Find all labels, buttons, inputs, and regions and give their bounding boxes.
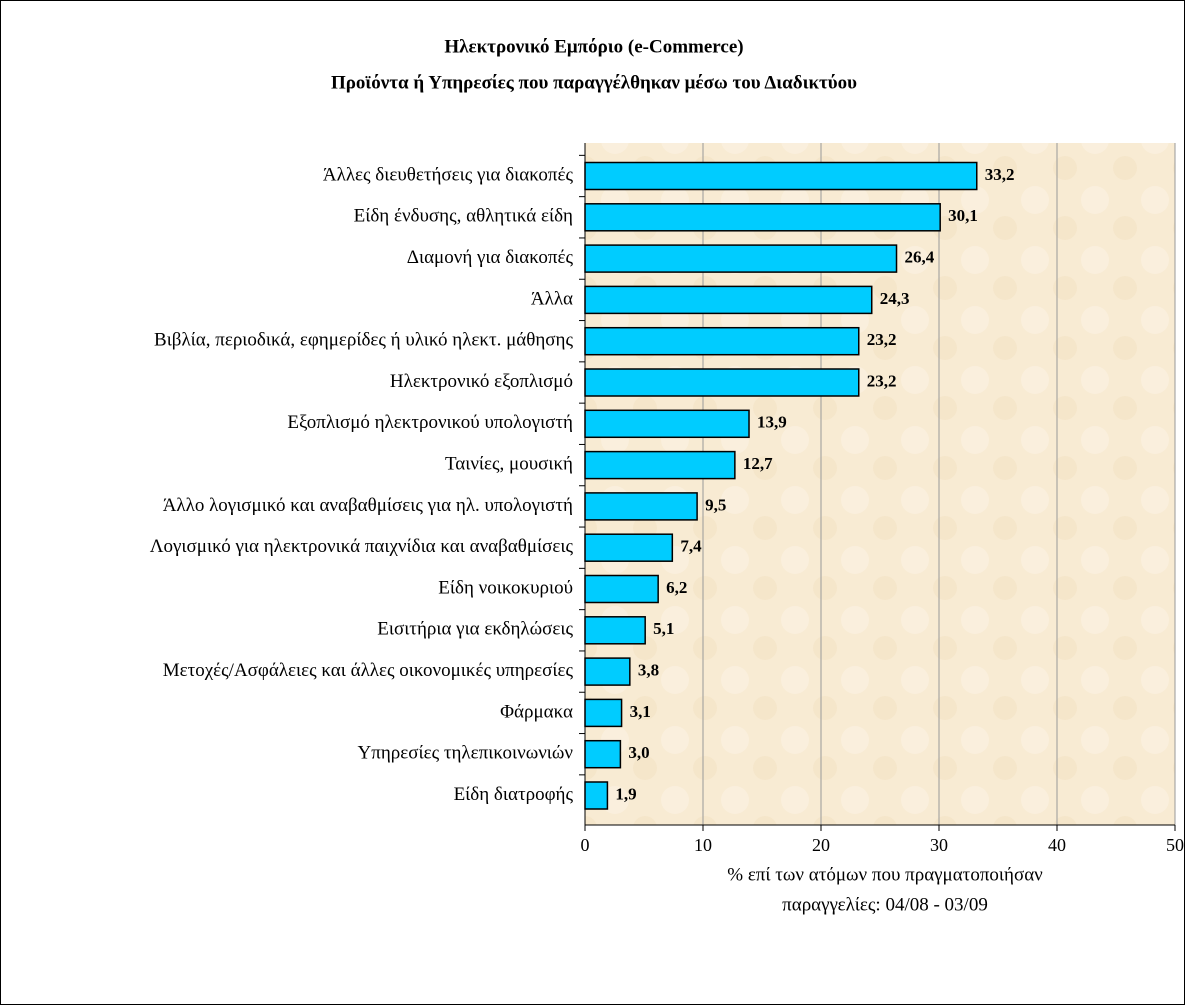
y-tick-label: Βιβλία, περιοδικά, εφημερίδες ή υλικό ηλ…: [154, 330, 573, 351]
bar: [584, 368, 860, 397]
value-label: 23,2: [867, 371, 897, 390]
chart-subtitle: Προϊόντα ή Υπηρεσίες που παραγγέλθηκαν μ…: [331, 72, 857, 93]
bar: [584, 203, 941, 232]
value-label: 6,2: [666, 578, 687, 597]
value-label: 24,3: [880, 289, 910, 308]
bar: [584, 574, 659, 604]
value-label: 7,4: [680, 537, 702, 556]
x-tick-label: 0: [581, 835, 590, 855]
y-tick-label: Λογισμικό για ηλεκτρονικά παιχνίδια και …: [150, 536, 574, 557]
y-tick-label: Άλλο λογισμικό και αναβαθμίσεις για ηλ. …: [163, 495, 573, 516]
y-tick-label: Άλλα: [531, 288, 573, 309]
value-label: 1,9: [615, 784, 636, 803]
y-tick-label: Ηλεκτρονικό εξοπλισμό: [390, 371, 573, 392]
value-label: 3,0: [628, 743, 649, 762]
value-label: 26,4: [905, 248, 935, 267]
y-tick-label: Εξοπλισμό ηλεκτρονικού υπολογιστή: [287, 412, 573, 433]
value-label: 12,7: [743, 454, 773, 473]
y-tick-label: Υπηρεσίες τηλεπικοινωνιών: [358, 743, 574, 764]
y-tick-label: Είδη ένδυσης, αθλητικά είδη: [354, 206, 573, 227]
bar: [584, 492, 698, 521]
bar: [584, 244, 898, 273]
bar: [584, 616, 646, 645]
bar: [584, 450, 736, 480]
y-tick-label: Είδη νοικοκυριού: [438, 577, 573, 598]
value-label: 5,1: [653, 619, 674, 638]
value-label: 3,1: [630, 702, 651, 721]
x-axis-label: % επί των ατόμων που πραγματοποιήσαν: [727, 864, 1043, 885]
x-tick-label: 10: [694, 835, 712, 855]
value-label: 33,2: [985, 165, 1015, 184]
chart-title: Ηλεκτρονικό Εμπόριο (e-Commerce): [444, 36, 743, 57]
bar: [584, 409, 750, 439]
bar: [584, 285, 873, 315]
bar: [584, 657, 631, 686]
value-label: 9,5: [705, 495, 726, 514]
bar: [584, 698, 623, 728]
x-tick-label: 30: [930, 835, 948, 855]
bar: [584, 533, 674, 562]
x-tick-label: 20: [812, 835, 830, 855]
y-tick-label: Φάρμακα: [500, 701, 573, 722]
bar: [584, 781, 609, 810]
x-axis-label: παραγγελίες: 04/08 - 03/09: [782, 894, 988, 915]
y-tick-label: Διαμονή για διακοπές: [407, 247, 574, 268]
bar: [584, 326, 860, 356]
value-label: 13,9: [757, 413, 787, 432]
value-label: 30,1: [948, 206, 978, 225]
bar: [584, 739, 622, 769]
y-tick-label: Είδη διατροφής: [454, 784, 574, 805]
y-tick-label: Άλλες διευθετήσεις για διακοπές: [323, 164, 574, 185]
y-tick-label: Εισιτήρια για εκδηλώσεις: [377, 619, 573, 640]
x-tick-label: 50: [1166, 835, 1184, 855]
y-tick-label: Μετοχές/Ασφάλειες και άλλες οικονομικές …: [163, 660, 574, 681]
value-label: 3,8: [638, 661, 659, 680]
y-tick-label: Ταινίες, μουσική: [445, 453, 573, 474]
value-label: 23,2: [867, 330, 897, 349]
bar: [584, 161, 978, 191]
x-tick-label: 40: [1048, 835, 1066, 855]
